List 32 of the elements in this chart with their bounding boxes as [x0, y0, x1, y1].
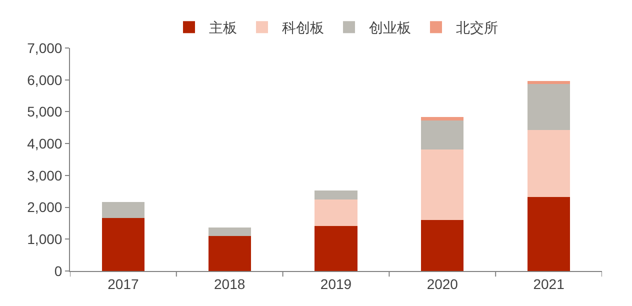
bar — [314, 226, 358, 271]
bar — [528, 130, 570, 197]
x-tick-label: 2020 — [426, 276, 458, 292]
y-tick-label: 7,000 — [27, 40, 62, 56]
bar — [314, 200, 358, 226]
bar — [528, 81, 570, 84]
legend-label: 创业板 — [369, 20, 411, 36]
y-tick-label: 6,000 — [27, 72, 62, 88]
bar — [421, 116, 464, 121]
y-tick-label: 2,000 — [27, 199, 62, 216]
y-tick-label: 0 — [54, 262, 62, 279]
x-tick-label: 2018 — [214, 276, 246, 292]
x-tick-label: 2017 — [108, 276, 139, 292]
y-tick-label: 4,000 — [27, 135, 62, 152]
bar — [421, 120, 464, 150]
bar — [208, 236, 251, 271]
bar — [314, 190, 358, 200]
legend-label: 科创板 — [282, 20, 324, 36]
x-tick-label: 2019 — [320, 276, 352, 292]
y-tick-label: 1,000 — [27, 231, 62, 248]
bar — [208, 227, 251, 236]
legend-label: 主板 — [209, 20, 237, 36]
legend-label: 北交所 — [456, 20, 498, 36]
bar — [102, 202, 144, 218]
y-tick-label: 5,000 — [27, 104, 62, 120]
bar — [421, 220, 464, 271]
bar — [528, 196, 570, 271]
y-tick-label: 3,000 — [27, 167, 62, 184]
bar — [102, 218, 144, 271]
x-tick-label: 2021 — [533, 276, 565, 292]
bar — [528, 83, 570, 130]
bar — [421, 150, 464, 220]
